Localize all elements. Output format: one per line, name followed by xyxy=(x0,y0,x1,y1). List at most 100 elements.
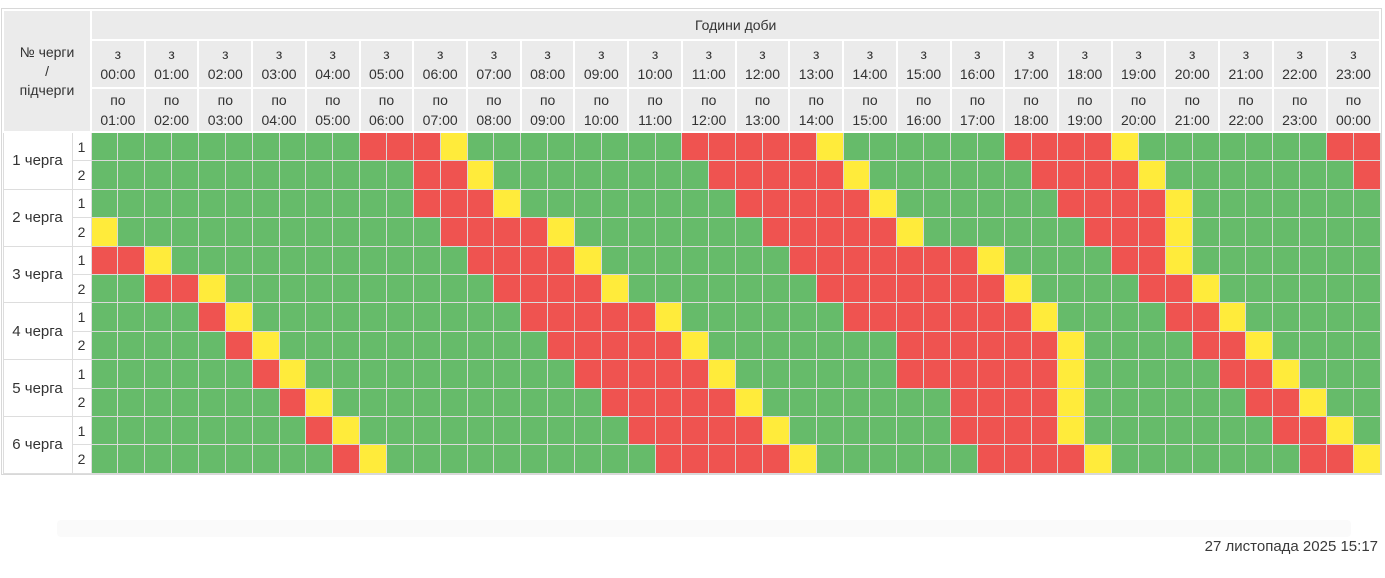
schedule-cell xyxy=(950,245,978,275)
schedule-cell xyxy=(1057,217,1086,247)
from-time: 00:00 xyxy=(100,66,136,82)
schedule-cell xyxy=(788,188,817,219)
schedule-cell xyxy=(815,217,844,247)
corner-header-line: / xyxy=(45,62,49,79)
to-word: по xyxy=(808,92,824,108)
schedule-cell xyxy=(1245,245,1274,275)
queue-label: 2 черга xyxy=(2,188,73,247)
schedule-cell xyxy=(332,217,361,247)
schedule-cell xyxy=(520,160,549,190)
to-word: по xyxy=(593,92,610,108)
schedule-cell xyxy=(1352,131,1381,162)
schedule-cell xyxy=(1057,444,1086,474)
hour-to-header: по 07:00 xyxy=(412,87,469,133)
subqueue-label: 1 xyxy=(71,415,92,446)
schedule-cell xyxy=(520,415,549,446)
schedule-cell xyxy=(117,188,146,219)
schedule-cell xyxy=(1164,245,1193,275)
schedule-cell xyxy=(654,415,683,446)
from-word: з xyxy=(222,46,229,62)
schedule-cell xyxy=(735,415,763,446)
schedule-cell xyxy=(681,245,710,275)
hour-from-header: з 07:00 xyxy=(466,39,522,89)
schedule-cell xyxy=(1352,160,1381,190)
schedule-cell xyxy=(1245,160,1274,190)
schedule-cell xyxy=(600,131,629,162)
schedule-cell xyxy=(1084,217,1113,247)
to-word: по xyxy=(862,92,878,108)
schedule-cell xyxy=(1030,188,1059,219)
schedule-cell xyxy=(1003,217,1032,247)
to-time: 23:00 xyxy=(1282,112,1318,128)
header-row-title: № черги / підчерги Години доби xyxy=(1,9,1382,133)
schedule-cell xyxy=(842,387,871,417)
schedule-cell xyxy=(144,245,173,275)
schedule-cell xyxy=(1352,387,1381,417)
schedule-cell xyxy=(788,444,817,474)
from-time: 04:00 xyxy=(315,66,351,82)
schedule-row: 2 xyxy=(3,387,1381,417)
schedule-cell xyxy=(520,245,549,275)
from-word: з xyxy=(436,46,444,62)
schedule-cell xyxy=(1003,160,1032,190)
schedule-cell xyxy=(332,188,361,219)
from-time: 14:00 xyxy=(852,66,888,82)
schedule-cell xyxy=(815,359,844,389)
schedule-cell xyxy=(762,273,790,304)
schedule-cell xyxy=(359,387,387,417)
schedule-cell xyxy=(332,273,361,304)
schedule-cell xyxy=(1191,302,1220,332)
schedule-cell xyxy=(708,302,737,332)
schedule-cell xyxy=(1218,131,1247,162)
schedule-cell xyxy=(359,160,387,190)
schedule-cell xyxy=(224,160,253,190)
schedule-cell xyxy=(896,444,925,474)
schedule-cell xyxy=(305,415,334,446)
from-word: з xyxy=(490,46,498,62)
schedule-cell xyxy=(896,273,925,304)
from-word: з xyxy=(759,46,766,62)
subqueue-label: 1 xyxy=(71,188,92,219)
to-time: 21:00 xyxy=(1174,112,1210,128)
schedule-cell xyxy=(359,273,387,304)
schedule-cell xyxy=(1245,387,1274,417)
schedule-cell xyxy=(197,302,226,332)
schedule-cell xyxy=(278,160,307,190)
schedule-cell xyxy=(788,330,817,361)
schedule-cell xyxy=(573,131,602,162)
to-time: 10:00 xyxy=(583,112,619,128)
from-word: з xyxy=(705,46,712,62)
schedule-cell xyxy=(332,359,361,389)
schedule-cell xyxy=(600,217,629,247)
schedule-cell xyxy=(735,217,763,247)
schedule-cell xyxy=(1191,188,1220,219)
schedule-cell xyxy=(171,160,199,190)
schedule-cell xyxy=(305,273,334,304)
schedule-cell xyxy=(251,444,280,474)
schedule-cell xyxy=(520,217,549,247)
schedule-cell xyxy=(1352,245,1381,275)
schedule-cell xyxy=(1057,387,1086,417)
schedule-cell xyxy=(90,330,119,361)
schedule-cell xyxy=(1138,387,1166,417)
schedule-cell xyxy=(1299,359,1328,389)
schedule-cell xyxy=(332,245,361,275)
schedule-cell xyxy=(950,131,978,162)
schedule-cell xyxy=(1191,359,1220,389)
schedule-cell xyxy=(735,302,763,332)
schedule-cell xyxy=(144,160,173,190)
schedule-cell xyxy=(197,359,226,389)
schedule-cell xyxy=(117,359,146,389)
schedule-cell xyxy=(305,330,334,361)
subqueue-label: 2 xyxy=(71,444,92,474)
schedule-cell xyxy=(197,131,226,162)
schedule-cell xyxy=(278,273,307,304)
schedule-cell xyxy=(278,330,307,361)
hour-from-header: з 22:00 xyxy=(1271,39,1328,89)
schedule-cell xyxy=(144,444,173,474)
schedule-cell xyxy=(600,330,629,361)
header-row-to: по 01:00 по 02:00 по 03:00 по 04:00 по 05:00 по 06:… xyxy=(3,87,1382,133)
schedule-cell xyxy=(547,131,575,162)
schedule-cell xyxy=(466,444,495,474)
to-word: по xyxy=(1023,92,1039,108)
